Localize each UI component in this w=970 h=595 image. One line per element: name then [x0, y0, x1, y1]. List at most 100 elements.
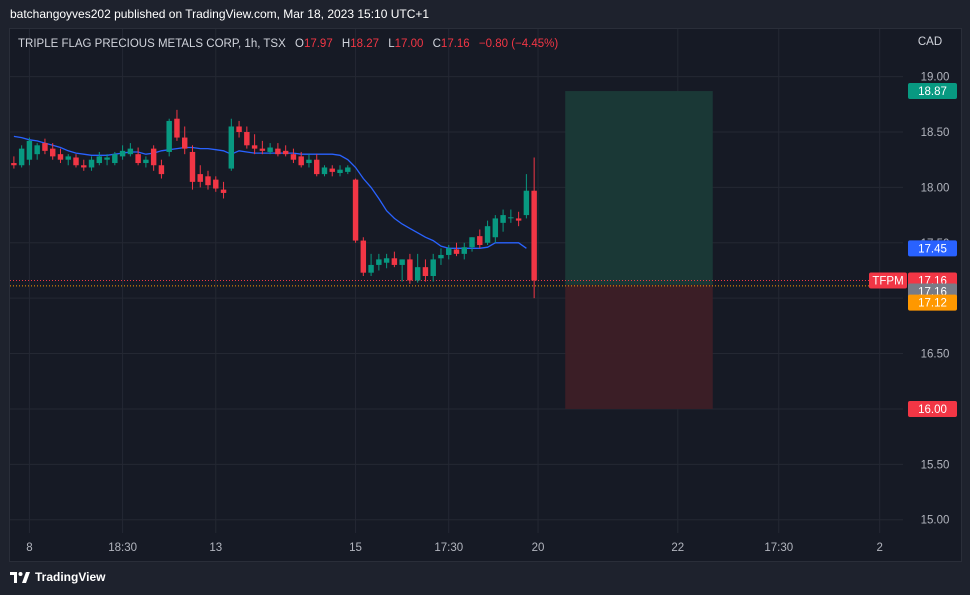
candle-body: [531, 190, 537, 281]
legend-l-value: 17.00: [395, 38, 424, 50]
legend: TRIPLE FLAG PRECIOUS METALS CORP, 1h, TS…: [18, 38, 558, 50]
candle: [150, 145, 157, 171]
candle: [523, 174, 530, 219]
candle-body: [500, 215, 506, 223]
candle-body: [213, 179, 219, 189]
candle: [88, 156, 95, 171]
candle: [329, 165, 335, 177]
candle: [220, 181, 227, 199]
candle: [127, 143, 134, 157]
long-position-tool[interactable]: [565, 91, 713, 409]
candles[interactable]: [11, 109, 537, 299]
candle-body: [360, 240, 367, 273]
candle: [469, 237, 475, 252]
candle: [368, 253, 374, 277]
x-tick-label: 8: [26, 542, 32, 554]
candle: [228, 118, 235, 171]
price-tag-text: 17.12: [918, 298, 947, 310]
candle: [26, 137, 33, 166]
candle: [174, 109, 180, 141]
candle: [181, 126, 188, 155]
candle-body: [49, 148, 56, 157]
candle-body: [383, 258, 390, 263]
candle: [477, 229, 483, 249]
candle-body: [523, 190, 530, 216]
candle-body: [127, 148, 134, 155]
candle: [189, 145, 196, 190]
currency-label: CAD: [918, 36, 942, 48]
svg-text:TRIPLE FLAG PRECIOUS METALS CO: TRIPLE FLAG PRECIOUS METALS CORP, 1h, TS…: [18, 38, 558, 50]
candle: [65, 154, 71, 166]
candle-body: [189, 151, 196, 182]
candle-body: [321, 167, 328, 175]
chart-frame[interactable]: TRIPLE FLAG PRECIOUS METALS CORP, 1h, TS…: [9, 28, 962, 562]
price-chart[interactable]: TRIPLE FLAG PRECIOUS METALS CORP, 1h, TS…: [10, 29, 963, 563]
x-tick-label: 17:30: [764, 542, 793, 554]
candle-body: [259, 148, 266, 151]
candle-body: [267, 147, 273, 152]
time-axis[interactable]: 8 18:30 13 15 17:30 20 22 17:30 2: [26, 542, 883, 554]
profit-zone: [565, 91, 713, 285]
candle-body: [220, 189, 227, 193]
candle-body: [492, 218, 499, 238]
candle-body: [174, 118, 180, 138]
price-tag-text: 16.00: [918, 404, 947, 416]
candle-body: [166, 120, 172, 152]
legend-h-value: 18.27: [350, 38, 379, 50]
legend-o-label: O: [295, 38, 304, 50]
candle: [275, 143, 281, 157]
candle: [290, 148, 297, 164]
candle-body: [205, 176, 211, 186]
candle-body: [407, 259, 413, 281]
candle-body: [282, 150, 289, 155]
x-tick-label: 22: [671, 542, 684, 554]
tradingview-logo[interactable]: TradingView: [10, 570, 105, 584]
top-bar: batchangoyves202 published on TradingVie…: [0, 0, 970, 28]
x-tick-label: 13: [209, 542, 222, 554]
candle: [314, 154, 320, 177]
candle: [236, 120, 242, 138]
candle-body: [391, 258, 398, 265]
grid: [10, 29, 903, 533]
candle-body: [477, 236, 483, 245]
candle-body: [290, 154, 297, 160]
legend-h-label: H: [342, 38, 350, 50]
candle-body: [414, 267, 421, 281]
tradingview-logo-icon: [10, 572, 30, 583]
candle: [422, 259, 429, 282]
candle: [11, 156, 17, 169]
x-tick-label: 18:30: [108, 542, 137, 554]
candle-body: [368, 264, 374, 273]
candle-body: [484, 226, 491, 243]
y-tick-label: 19.00: [921, 72, 950, 84]
candle: [282, 145, 289, 157]
legend-o-value: 17.97: [304, 38, 333, 50]
legend-c-value: 17.16: [441, 38, 470, 50]
candle-body: [337, 169, 343, 173]
candle-body: [18, 148, 25, 166]
candle-body: [251, 145, 258, 149]
candle-body: [197, 174, 203, 182]
candle-body: [399, 259, 405, 265]
candle: [453, 242, 460, 257]
candle-body: [314, 159, 320, 175]
candle-body: [422, 267, 429, 277]
candle: [383, 253, 390, 269]
candle: [143, 156, 149, 168]
candle-body: [143, 159, 149, 164]
candle: [81, 159, 87, 171]
candle: [461, 242, 467, 260]
candle: [205, 170, 211, 190]
candle: [430, 253, 436, 282]
candle: [158, 159, 165, 179]
candle: [360, 237, 367, 277]
candle-body: [34, 145, 40, 155]
candle-body: [329, 168, 335, 172]
candle-body: [73, 157, 79, 166]
candle-body: [112, 154, 118, 164]
price-tag: 17.12: [908, 294, 957, 311]
ticker-tag-bg: [869, 272, 907, 289]
candle-body: [298, 156, 304, 166]
candle: [376, 253, 382, 271]
